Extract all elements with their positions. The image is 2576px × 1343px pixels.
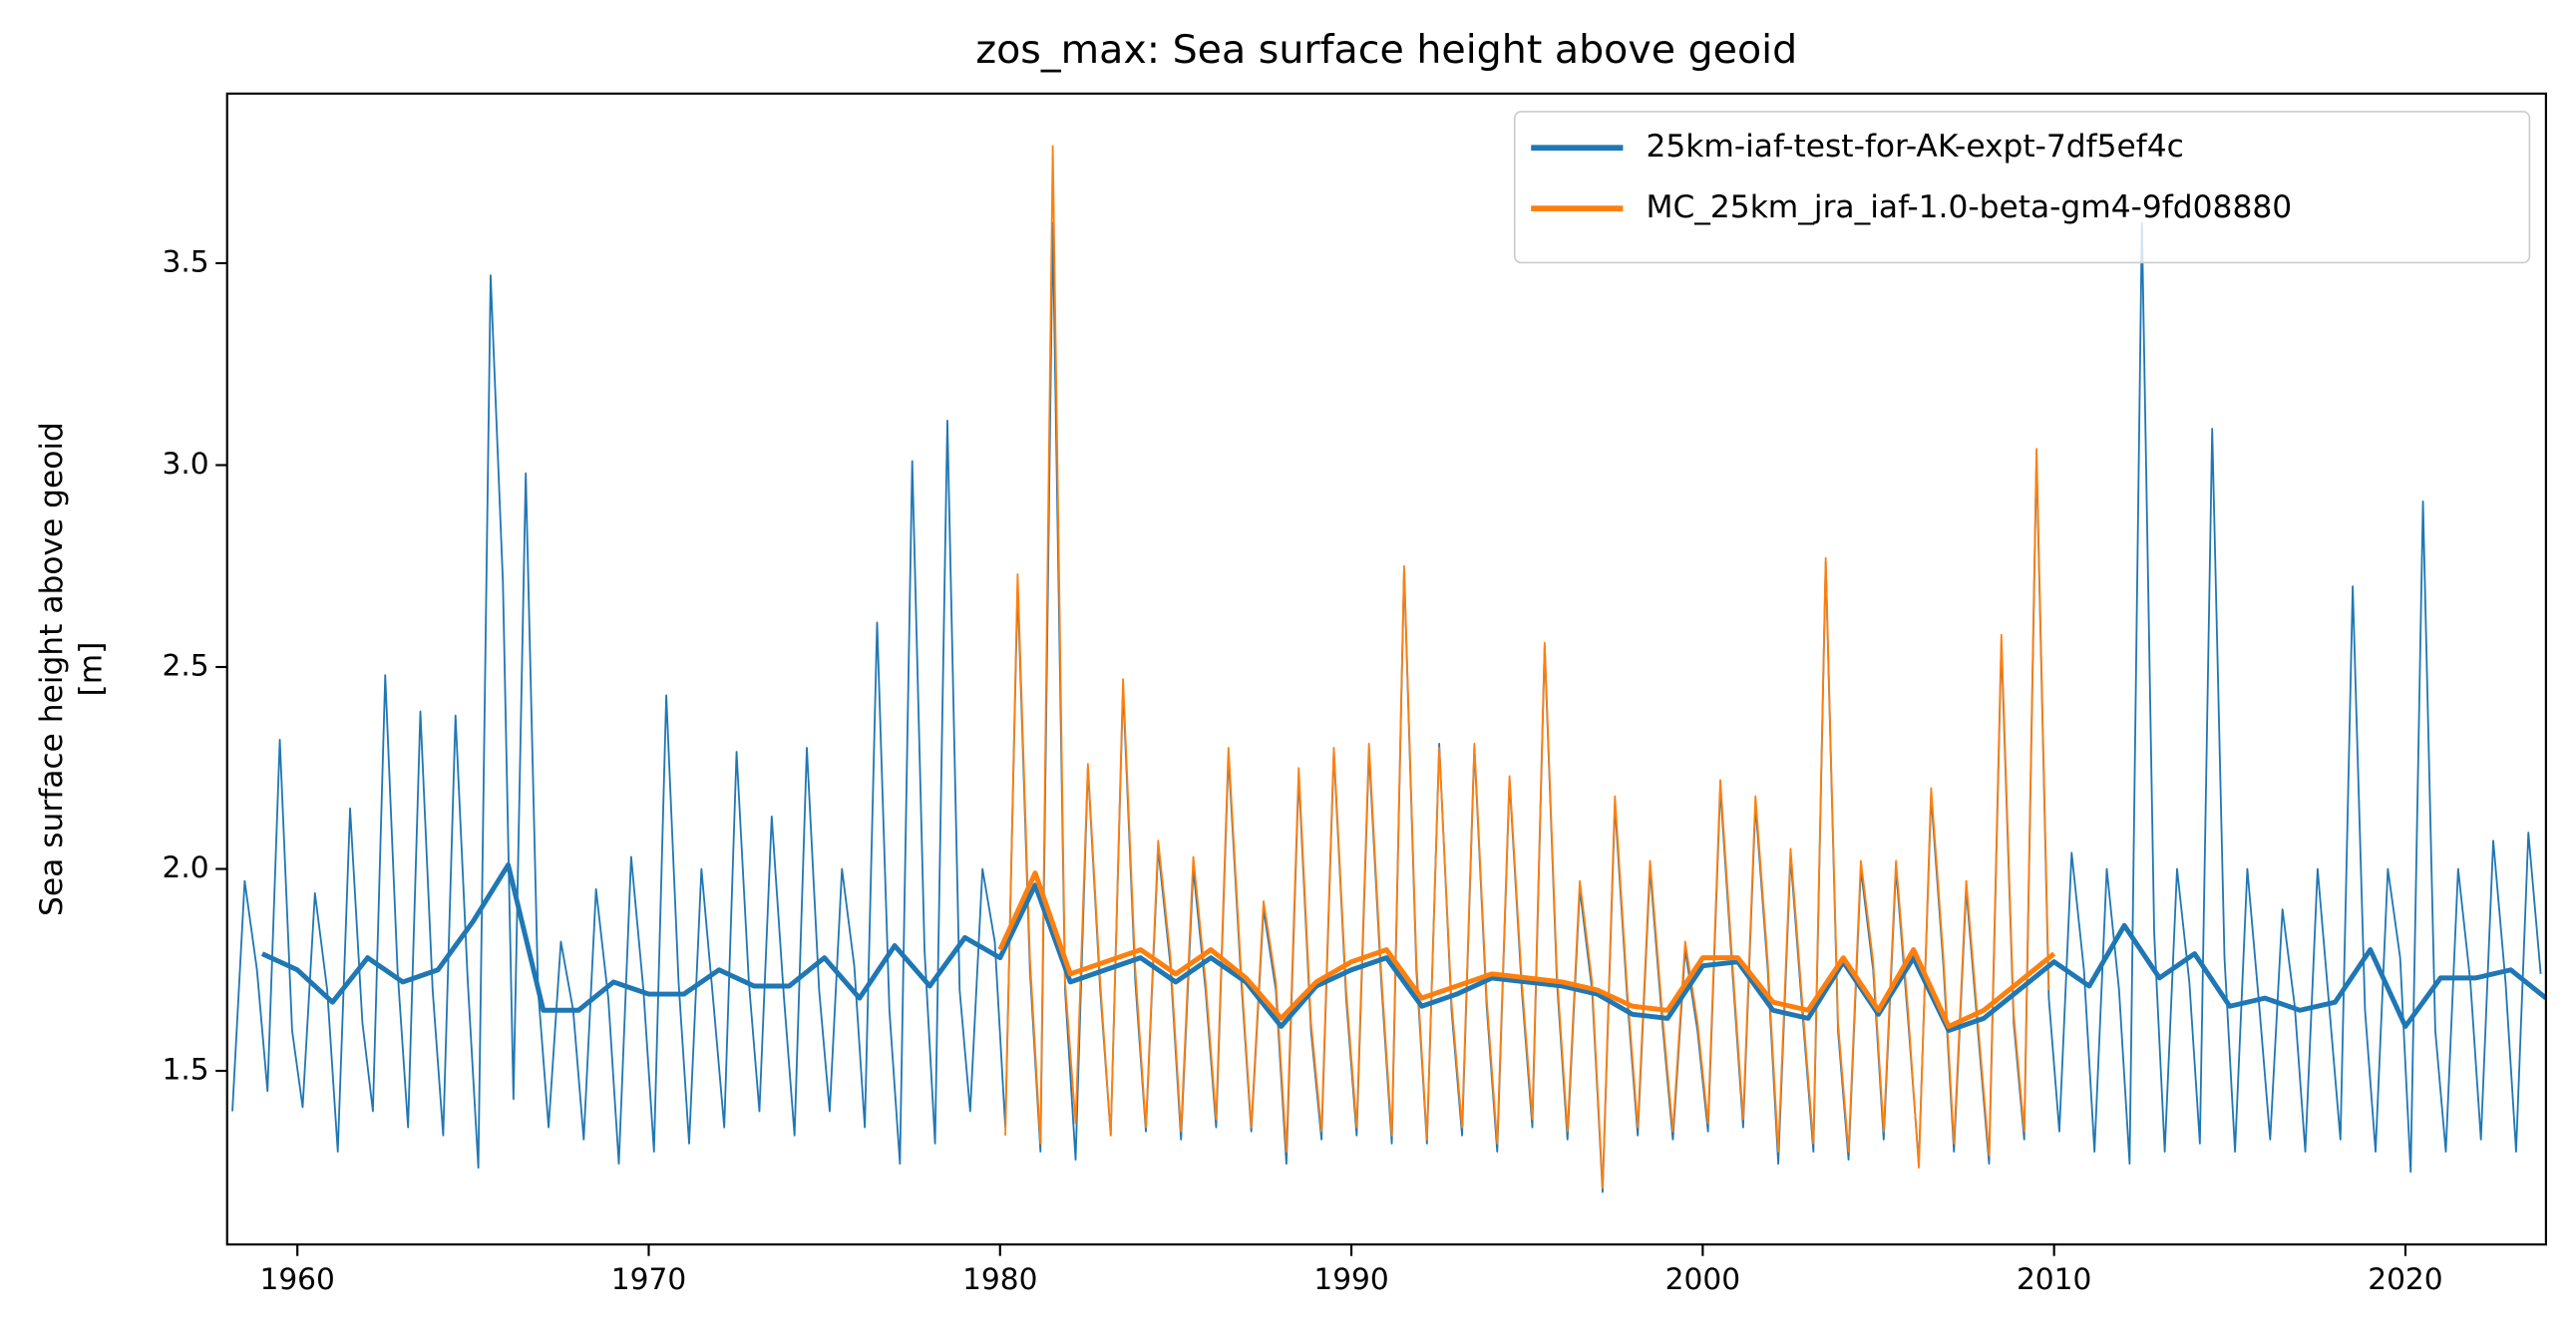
y-tick-label: 2.5 xyxy=(162,648,208,683)
x-tick-label: 1970 xyxy=(611,1261,686,1296)
y-tick-label: 1.5 xyxy=(162,1052,208,1087)
x-tick-label: 1960 xyxy=(259,1261,334,1296)
x-tick-label: 2020 xyxy=(2368,1261,2442,1296)
y-tick-label: 3.0 xyxy=(162,446,208,481)
x-tick-label: 1980 xyxy=(962,1261,1037,1296)
x-tick-label: 1990 xyxy=(1313,1261,1388,1296)
x-tick-label: 2000 xyxy=(1665,1261,1740,1296)
legend-box xyxy=(1513,111,2531,264)
y-axis-label: Sea surface height above geoid xyxy=(34,422,70,916)
y-axis-label: [m] xyxy=(74,642,110,697)
y-tick-label: 2.0 xyxy=(162,849,208,884)
x-tick-label: 2010 xyxy=(2017,1261,2091,1296)
annual-mean-line xyxy=(260,861,2546,1034)
legend-label: MC_25km_jra_iaf-1.0-beta-gm4-9fd08880 xyxy=(1646,189,2292,225)
plot-frame xyxy=(225,92,2547,1246)
annual-mean-line xyxy=(997,870,2056,1029)
chart-title: zos_max: Sea surface height above geoid xyxy=(975,27,1797,73)
y-tick-label: 3.5 xyxy=(162,243,208,278)
monthly-line xyxy=(1004,145,2050,1189)
legend-label: 25km-iaf-test-for-AK-expt-7df5ef4c xyxy=(1646,129,2183,165)
